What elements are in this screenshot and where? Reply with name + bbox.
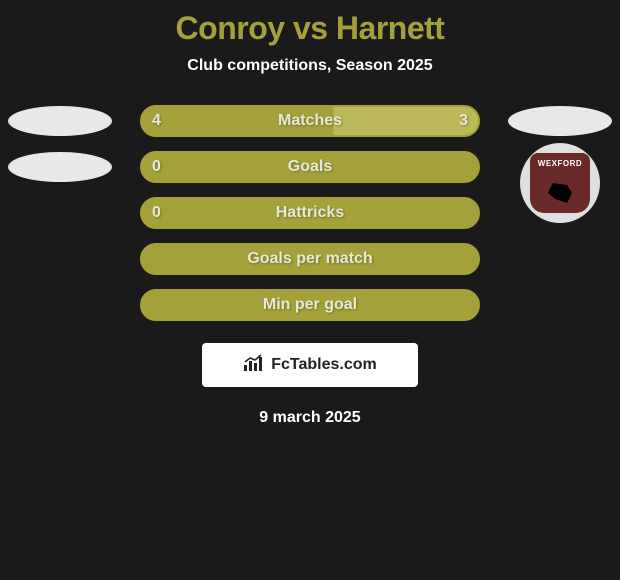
stat-value-left: 0 <box>152 158 161 176</box>
stat-bar: Hattricks <box>140 197 480 229</box>
stat-bar: Goals <box>140 151 480 183</box>
stat-rows: Matches 4 3 Goals 0 WEXFORD Hattricks 0 WEXFORD G… <box>0 105 620 321</box>
stat-bar: Matches <box>140 105 480 137</box>
stat-row: Hattricks0WEXFORD <box>0 197 620 229</box>
stat-bar: Goals per match <box>140 243 480 275</box>
brand-text: FcTables.com <box>271 356 377 374</box>
stat-bar: Min per goal <box>140 289 480 321</box>
brand-box: FcTables.com <box>202 343 418 387</box>
stat-label: Goals <box>288 158 332 176</box>
shield-team-text: WEXFORD <box>538 159 582 168</box>
stat-value-left: 4 <box>152 112 161 130</box>
stat-label: Goals per match <box>247 250 372 268</box>
stat-value-left: 0 <box>152 204 161 222</box>
brand-chart-icon <box>243 354 265 377</box>
stat-label: Matches <box>278 112 342 130</box>
subtitle: Club competitions, Season 2025 <box>187 57 432 75</box>
player-ellipse-left <box>8 152 112 182</box>
player-ellipse-left <box>8 106 112 136</box>
stat-value-right: 3 <box>459 112 468 130</box>
page-title: Conroy vs Harnett <box>176 10 445 47</box>
infographic-container: Conroy vs Harnett Club competitions, Sea… <box>0 0 620 580</box>
player-ellipse-right <box>508 106 612 136</box>
stat-label: Min per goal <box>263 296 357 314</box>
stat-row: Min per goal <box>0 289 620 321</box>
stat-row: Goals per match <box>0 243 620 275</box>
date-text: 9 march 2025 <box>259 409 360 427</box>
stat-label: Hattricks <box>276 204 344 222</box>
stat-row: Goals 0 WEXFORD <box>0 151 620 183</box>
stat-row: Matches 4 3 <box>0 105 620 137</box>
